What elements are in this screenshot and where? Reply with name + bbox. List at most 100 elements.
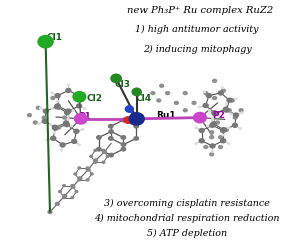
Circle shape [203, 145, 208, 149]
Circle shape [240, 111, 244, 114]
Circle shape [123, 116, 133, 124]
Circle shape [206, 124, 210, 127]
Circle shape [64, 122, 70, 127]
Circle shape [33, 120, 38, 125]
Circle shape [96, 147, 102, 152]
Circle shape [37, 35, 54, 49]
Circle shape [211, 117, 215, 120]
Circle shape [229, 112, 233, 115]
Circle shape [233, 112, 239, 118]
Circle shape [108, 153, 114, 158]
Circle shape [174, 101, 179, 105]
Circle shape [108, 136, 114, 141]
Circle shape [70, 184, 76, 189]
Circle shape [203, 103, 209, 108]
Circle shape [49, 123, 52, 126]
Circle shape [66, 118, 70, 121]
Circle shape [70, 184, 74, 187]
Circle shape [221, 86, 224, 89]
Circle shape [50, 135, 56, 141]
Circle shape [121, 142, 126, 147]
Circle shape [76, 93, 82, 98]
Text: Cl3: Cl3 [114, 80, 130, 89]
Circle shape [198, 128, 205, 133]
Circle shape [218, 145, 223, 149]
Circle shape [106, 155, 110, 158]
Text: Cl2: Cl2 [87, 94, 103, 102]
Circle shape [86, 166, 90, 170]
Circle shape [65, 88, 72, 93]
Circle shape [72, 91, 86, 103]
Circle shape [86, 167, 91, 172]
Circle shape [63, 120, 69, 126]
Circle shape [41, 119, 48, 124]
Circle shape [223, 107, 229, 112]
Circle shape [211, 110, 218, 115]
Circle shape [209, 135, 214, 139]
Circle shape [81, 128, 84, 131]
Circle shape [221, 88, 226, 93]
Circle shape [212, 96, 217, 100]
Circle shape [62, 184, 66, 187]
Circle shape [50, 96, 56, 100]
Circle shape [43, 109, 49, 114]
Circle shape [77, 143, 81, 146]
Circle shape [209, 143, 216, 149]
Circle shape [56, 100, 59, 103]
Circle shape [209, 152, 214, 157]
Circle shape [71, 109, 75, 112]
Circle shape [93, 158, 98, 163]
Circle shape [209, 130, 214, 135]
Circle shape [150, 91, 156, 95]
Circle shape [74, 113, 88, 125]
Circle shape [53, 131, 56, 134]
Circle shape [101, 149, 106, 152]
Circle shape [121, 135, 126, 140]
Text: 1) high antitumor activity: 1) high antitumor activity [135, 24, 259, 34]
Circle shape [73, 172, 77, 176]
Text: 4) mitochondrial respiration reduction: 4) mitochondrial respiration reduction [94, 214, 279, 223]
Circle shape [194, 142, 198, 145]
Circle shape [194, 126, 198, 129]
Circle shape [206, 93, 212, 98]
Circle shape [54, 93, 61, 98]
Circle shape [62, 194, 67, 198]
Circle shape [83, 91, 86, 94]
Circle shape [212, 79, 217, 83]
Circle shape [215, 120, 220, 125]
Circle shape [224, 128, 229, 132]
Circle shape [74, 190, 78, 193]
Circle shape [67, 115, 70, 118]
Circle shape [133, 124, 139, 129]
Circle shape [218, 135, 223, 139]
Circle shape [234, 97, 238, 100]
Circle shape [36, 106, 41, 110]
Circle shape [70, 124, 73, 127]
Circle shape [54, 103, 61, 109]
Circle shape [59, 142, 66, 147]
Circle shape [62, 115, 67, 120]
Circle shape [121, 118, 126, 122]
Circle shape [218, 90, 224, 96]
Circle shape [41, 115, 47, 120]
Circle shape [211, 119, 214, 122]
Circle shape [50, 107, 54, 110]
Circle shape [96, 135, 102, 140]
Text: Cl4: Cl4 [136, 94, 152, 102]
Text: new Ph₃P⁺ Ru complex RuZ2: new Ph₃P⁺ Ru complex RuZ2 [127, 6, 273, 15]
Circle shape [58, 190, 62, 193]
Text: P1: P1 [78, 112, 91, 121]
Circle shape [230, 98, 235, 103]
Circle shape [101, 160, 106, 164]
Circle shape [211, 111, 218, 116]
Circle shape [65, 108, 72, 114]
Text: 2) inducing mitophagy: 2) inducing mitophagy [143, 45, 251, 54]
Circle shape [83, 107, 86, 110]
Circle shape [64, 110, 70, 115]
Circle shape [77, 176, 83, 181]
Circle shape [52, 124, 58, 130]
Circle shape [27, 113, 32, 117]
Circle shape [89, 155, 93, 158]
Circle shape [54, 104, 60, 110]
Circle shape [183, 91, 188, 95]
